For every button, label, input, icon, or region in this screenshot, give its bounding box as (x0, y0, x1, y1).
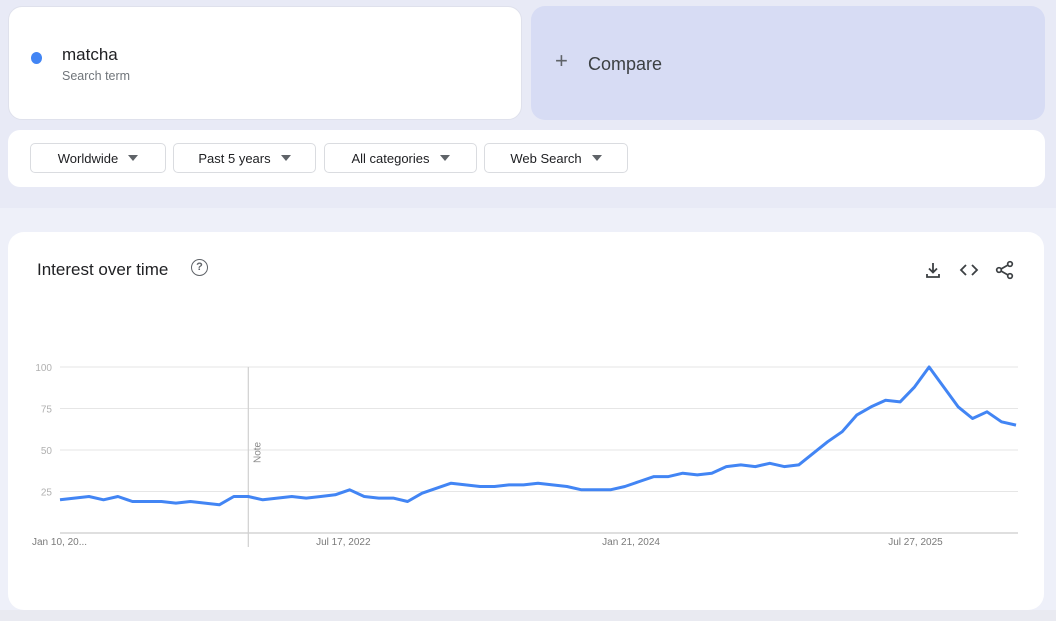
category-label: All categories (351, 150, 430, 166)
search-term: matcha (62, 45, 118, 64)
embed-code-icon[interactable] (958, 259, 980, 281)
plus-icon: + (555, 48, 568, 73)
chart-title: Interest over time (37, 260, 169, 279)
filter-bar: Worldwide Past 5 years All categories We… (8, 130, 1045, 187)
search-type-label: Web Search (510, 150, 582, 166)
region-dropdown[interactable]: Worldwide (30, 143, 166, 173)
caret-down-icon (280, 155, 291, 161)
category-dropdown[interactable]: All categories (324, 143, 477, 173)
page-bottom (0, 610, 1056, 621)
search-type-dropdown[interactable]: Web Search (484, 143, 628, 173)
search-term-subtitle: Search term (62, 69, 131, 83)
download-icon[interactable] (922, 259, 944, 281)
share-icon[interactable] (994, 259, 1016, 281)
compare-button[interactable]: + Compare (531, 6, 1045, 120)
region-label: Worldwide (57, 150, 119, 166)
series-color-dot (31, 52, 42, 64)
compare-label: Compare (588, 54, 663, 74)
caret-down-icon (439, 155, 450, 161)
help-icon[interactable]: ? (191, 259, 208, 276)
caret-down-icon (591, 155, 602, 161)
caret-down-icon (128, 155, 139, 161)
interest-over-time-card: Interest over time ? (8, 232, 1044, 610)
time-range-label: Past 5 years (198, 150, 271, 166)
time-range-dropdown[interactable]: Past 5 years (173, 143, 316, 173)
search-term-card[interactable]: matcha Search term (8, 6, 522, 120)
